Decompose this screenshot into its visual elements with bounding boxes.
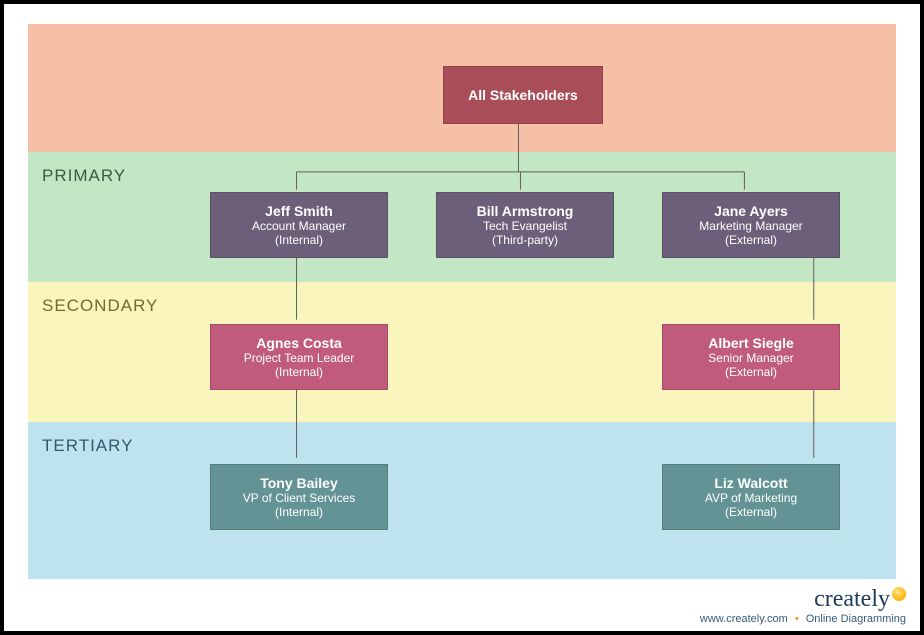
node-agnes-line2: Project Team Leader <box>244 351 355 365</box>
node-bill-line2: Tech Evangelist <box>483 219 567 233</box>
brand-logo: creately <box>814 586 906 613</box>
node-tony-line1: Tony Bailey <box>260 475 338 491</box>
band-label-tertiary: TERTIARY <box>42 436 133 456</box>
node-liz-line1: Liz Walcott <box>714 475 787 491</box>
node-agnes-line1: Agnes Costa <box>256 335 342 351</box>
band-label-primary: PRIMARY <box>42 166 126 186</box>
tagline-url: www.creately.com <box>700 613 788 625</box>
node-jeff-line1: Jeff Smith <box>265 203 333 219</box>
node-jane-line1: Jane Ayers <box>714 203 788 219</box>
node-bill-line1: Bill Armstrong <box>477 203 574 219</box>
bulb-icon <box>892 587 906 601</box>
brand-tagline: www.creately.com • Online Diagramming <box>700 613 906 625</box>
node-jeff-line3: (Internal) <box>275 233 323 247</box>
node-jeff-line2: Account Manager <box>252 219 346 233</box>
node-liz-line3: (External) <box>725 505 777 519</box>
node-albert-line3: (External) <box>725 365 777 379</box>
node-all-line1: All Stakeholders <box>468 87 578 103</box>
node-jane-line3: (External) <box>725 233 777 247</box>
node-jane-line2: Marketing Manager <box>699 219 802 233</box>
diagram-canvas: PRIMARY SECONDARY TERTIARY All Stakeholders… <box>28 24 896 571</box>
node-bill: Bill ArmstrongTech Evangelist(Third-part… <box>436 192 614 258</box>
node-liz: Liz WalcottAVP of Marketing(External) <box>662 464 840 530</box>
node-albert-line2: Senior Manager <box>708 351 793 365</box>
node-jane: Jane AyersMarketing Manager(External) <box>662 192 840 258</box>
node-all: All Stakeholders <box>443 66 603 124</box>
node-albert-line1: Albert Siegle <box>708 335 794 351</box>
node-albert: Albert SiegleSenior Manager(External) <box>662 324 840 390</box>
node-tony-line2: VP of Client Services <box>243 491 356 505</box>
node-tony: Tony BaileyVP of Client Services(Interna… <box>210 464 388 530</box>
tagline-desc: Online Diagramming <box>806 613 906 625</box>
dot-icon: • <box>791 613 803 625</box>
node-bill-line3: (Third-party) <box>492 233 558 247</box>
band-label-secondary: SECONDARY <box>42 296 158 316</box>
node-liz-line2: AVP of Marketing <box>705 491 797 505</box>
node-agnes-line3: (Internal) <box>275 365 323 379</box>
brand-text: creately <box>814 586 890 613</box>
node-jeff: Jeff SmithAccount Manager(Internal) <box>210 192 388 258</box>
diagram-frame: PRIMARY SECONDARY TERTIARY All Stakeholders… <box>0 0 924 635</box>
node-tony-line3: (Internal) <box>275 505 323 519</box>
node-agnes: Agnes CostaProject Team Leader(Internal) <box>210 324 388 390</box>
footer: creately www.creately.com • Online Diagr… <box>700 586 906 625</box>
